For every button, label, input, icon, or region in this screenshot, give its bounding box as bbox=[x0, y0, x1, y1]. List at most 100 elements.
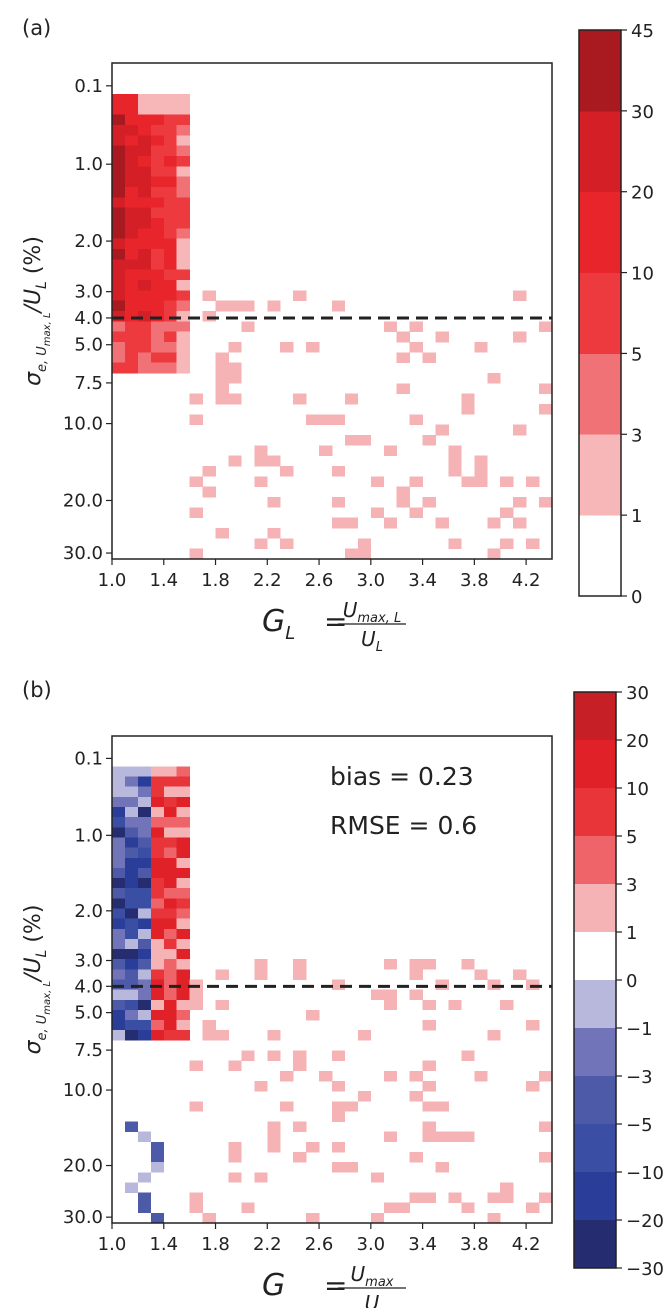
heatmap-cell bbox=[112, 1030, 126, 1041]
heatmap-cell bbox=[150, 878, 165, 889]
heatmap-cell bbox=[112, 847, 126, 859]
panel-a-y-axis-label: σe, Umax, L/UL (%) bbox=[21, 236, 53, 386]
heatmap-cell bbox=[448, 455, 462, 467]
heatmap-cell bbox=[202, 290, 216, 301]
heatmap-cell bbox=[150, 342, 165, 353]
heatmap-cell bbox=[137, 1020, 152, 1031]
heatmap-cell bbox=[487, 1030, 501, 1041]
heatmap-cell bbox=[513, 331, 527, 343]
y-tick-label: 7.5 bbox=[74, 373, 103, 394]
y-tick-label: 10.0 bbox=[63, 1080, 103, 1101]
heatmap-cell bbox=[112, 817, 126, 828]
y-tick-label: 2.0 bbox=[74, 231, 103, 252]
heatmap-cell bbox=[189, 414, 203, 425]
colorbar-segment bbox=[579, 191, 621, 273]
heatmap-cell bbox=[137, 959, 152, 970]
heatmap-cell bbox=[176, 938, 190, 950]
heatmap-cell bbox=[137, 898, 152, 909]
heatmap-cell bbox=[163, 847, 178, 859]
y-tick-label: 0.1 bbox=[74, 76, 103, 97]
heatmap-cell bbox=[526, 979, 540, 990]
colorbar-segment bbox=[574, 692, 616, 741]
heatmap-cell bbox=[124, 342, 139, 353]
heatmap-cell bbox=[332, 1080, 346, 1092]
heatmap-cell bbox=[112, 857, 126, 869]
heatmap-cell bbox=[539, 1192, 553, 1204]
heatmap-cell bbox=[124, 908, 139, 919]
heatmap-cell bbox=[137, 979, 152, 990]
heatmap-cell bbox=[383, 517, 398, 529]
heatmap-cell bbox=[137, 989, 152, 1001]
heatmap-cell bbox=[500, 1182, 514, 1193]
heatmap-cell bbox=[357, 435, 372, 446]
y-tick-label: 1.0 bbox=[74, 825, 103, 846]
x-tick-label: 1.8 bbox=[201, 1234, 230, 1255]
heatmap-cell bbox=[254, 969, 268, 980]
heatmap-cell bbox=[176, 145, 190, 157]
heatmap-cell bbox=[137, 135, 152, 146]
heatmap-cell bbox=[370, 1172, 385, 1183]
heatmap-cell bbox=[176, 187, 190, 198]
heatmap-cell bbox=[112, 949, 126, 960]
heatmap-cell bbox=[435, 979, 449, 990]
panel-a-x-ticks: 1.0 1.4 1.8 2.2 2.6 3.0 3.4 3.8 4.2 bbox=[98, 559, 540, 591]
heatmap-cell bbox=[539, 321, 553, 332]
heatmap-cell bbox=[383, 999, 398, 1011]
heatmap-cell bbox=[112, 1009, 126, 1021]
panel-a-label: (a) bbox=[22, 16, 51, 40]
heatmap-cell bbox=[137, 878, 152, 889]
panel-b: (b) 0.1 1.0 2.0 3.0 4.0 5.0 7.5 10.0 20.0 30.0 1.… bbox=[21, 678, 664, 1308]
heatmap-cell bbox=[163, 918, 178, 930]
heatmap-cell bbox=[124, 166, 139, 177]
heatmap-cell bbox=[176, 238, 190, 250]
heatmap-cell bbox=[137, 104, 152, 115]
heatmap-cell bbox=[137, 176, 152, 188]
heatmap-cell bbox=[383, 989, 398, 1001]
heatmap-cell bbox=[124, 1121, 139, 1132]
heatmap-cell bbox=[124, 796, 139, 808]
colorbar-tick-label: −5 bbox=[626, 1115, 653, 1136]
heatmap-cell bbox=[112, 888, 126, 899]
heatmap-cell bbox=[150, 786, 165, 798]
heatmap-cell bbox=[215, 352, 229, 363]
heatmap-cell bbox=[409, 1091, 423, 1102]
heatmap-cell bbox=[176, 857, 190, 869]
heatmap-cell bbox=[124, 847, 139, 859]
heatmap-cell bbox=[150, 207, 165, 219]
heatmap-cell bbox=[137, 1009, 152, 1021]
panel-b-heatmap-cells bbox=[112, 766, 553, 1224]
heatmap-cell bbox=[357, 538, 372, 549]
heatmap-cell bbox=[513, 497, 527, 508]
heatmap-cell bbox=[293, 1050, 307, 1061]
heatmap-cell bbox=[124, 837, 139, 848]
heatmap-cell bbox=[137, 342, 152, 353]
heatmap-cell bbox=[370, 476, 385, 487]
heatmap-cell bbox=[124, 979, 139, 990]
heatmap-cell bbox=[163, 949, 178, 960]
heatmap-cell bbox=[112, 300, 126, 312]
heatmap-cell bbox=[150, 1151, 165, 1163]
heatmap-cell bbox=[137, 94, 152, 105]
heatmap-cell bbox=[163, 857, 178, 869]
heatmap-cell bbox=[150, 145, 165, 157]
heatmap-cell bbox=[176, 766, 190, 777]
heatmap-cell bbox=[150, 776, 165, 788]
colorbar-tick-label: −20 bbox=[626, 1211, 664, 1232]
heatmap-cell bbox=[112, 827, 126, 838]
colorbar-segment bbox=[579, 110, 621, 193]
heatmap-cell bbox=[150, 827, 165, 838]
heatmap-cell bbox=[176, 290, 190, 301]
heatmap-cell bbox=[163, 228, 178, 239]
y-tick-label: 30.0 bbox=[63, 1207, 103, 1228]
heatmap-cell bbox=[306, 414, 320, 425]
colorbar-tick-label: −10 bbox=[626, 1163, 664, 1184]
heatmap-cell bbox=[124, 331, 139, 343]
heatmap-cell bbox=[124, 938, 139, 950]
y-tick-label: 7.5 bbox=[74, 1040, 103, 1061]
heatmap-cell bbox=[176, 342, 190, 353]
heatmap-cell bbox=[176, 796, 190, 808]
heatmap-cell bbox=[202, 466, 216, 477]
heatmap-cell bbox=[150, 125, 165, 136]
heatmap-cell bbox=[422, 999, 436, 1011]
heatmap-cell bbox=[150, 331, 165, 343]
